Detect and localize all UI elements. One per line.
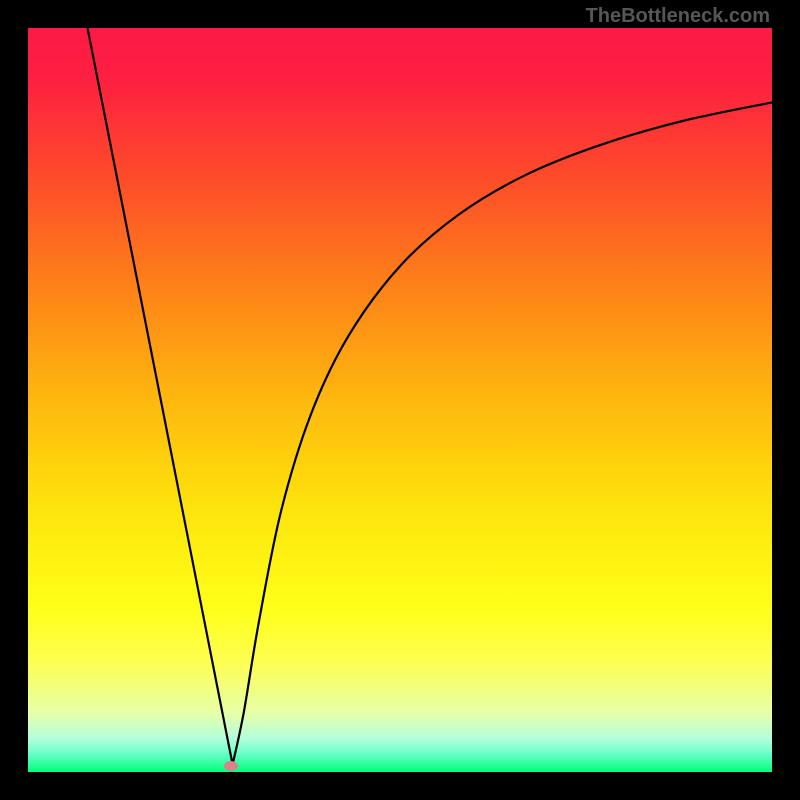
plot-area <box>28 28 772 772</box>
chart-container: TheBottleneck.com <box>0 0 800 800</box>
bottleneck-curve <box>28 28 772 772</box>
minimum-marker <box>224 761 238 771</box>
watermark-text: TheBottleneck.com <box>586 5 770 28</box>
